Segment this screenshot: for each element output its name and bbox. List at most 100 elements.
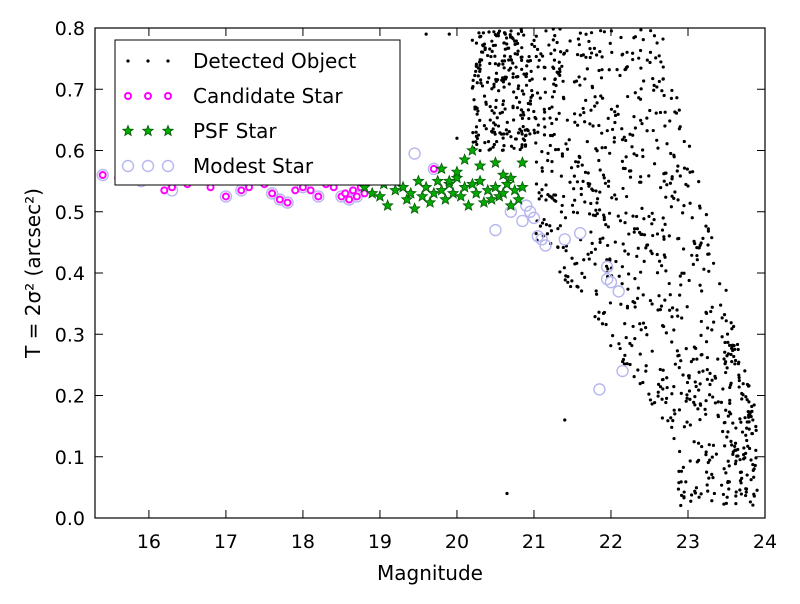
detected-object-point — [504, 128, 508, 132]
detected-object-point — [649, 249, 653, 253]
detected-object-point — [639, 328, 643, 332]
detected-object-point — [600, 55, 604, 59]
detected-object-point — [530, 93, 535, 98]
detected-object-point — [578, 31, 582, 35]
detected-object-point — [737, 385, 741, 389]
modest-star-point — [516, 214, 529, 228]
detected-object-point — [648, 108, 652, 113]
legend-marker-detected — [166, 59, 170, 63]
detected-object-point — [691, 262, 695, 267]
detected-object-point — [661, 37, 665, 41]
detected-object-point — [575, 52, 580, 57]
detected-object-point — [667, 281, 671, 286]
detected-object-point — [633, 305, 637, 309]
detected-object-point — [520, 145, 524, 149]
detected-object-point — [621, 357, 626, 362]
detected-object-point — [651, 76, 655, 81]
detected-object-point — [520, 132, 524, 136]
modest-star-point — [539, 239, 552, 252]
detected-object-point — [595, 292, 599, 296]
detected-object-point — [733, 462, 738, 466]
detected-object-point — [581, 53, 585, 57]
detected-object-point — [625, 304, 630, 308]
detected-object-point — [746, 444, 750, 448]
psf-star-point — [473, 159, 487, 172]
psf-star-point — [381, 199, 394, 211]
detected-object-point — [657, 54, 661, 58]
detected-object-point — [514, 39, 518, 43]
detected-object-point — [660, 89, 664, 93]
detected-object-point — [493, 32, 497, 37]
candidate-star-point — [341, 189, 350, 198]
detected-object-point — [507, 82, 511, 86]
detected-object-point — [744, 493, 748, 498]
detected-object-point — [580, 163, 584, 167]
detected-object-point — [628, 341, 632, 346]
detected-object-point — [713, 401, 717, 405]
detected-object-point — [589, 201, 593, 206]
detected-object-point — [754, 456, 758, 460]
detected-object-point — [698, 382, 702, 386]
detected-object-point — [669, 96, 673, 100]
detected-object-point — [495, 116, 499, 120]
detected-object-point — [502, 85, 506, 89]
detected-object-point — [474, 125, 479, 129]
legend-label-detected: Detected Object — [193, 49, 356, 73]
detected-object-point — [711, 443, 716, 447]
detected-object-point — [473, 73, 477, 78]
detected-object-point — [560, 152, 564, 156]
detected-object-point — [669, 205, 673, 209]
detected-object-point — [664, 400, 668, 405]
detected-object-point — [569, 166, 574, 170]
detected-object-point — [576, 37, 581, 41]
detected-object-point — [557, 111, 561, 115]
detected-object-point — [679, 469, 684, 473]
detected-object-point — [470, 38, 474, 42]
detected-object-point — [738, 458, 742, 462]
detected-object-point — [676, 487, 681, 491]
detected-object-point — [490, 87, 494, 91]
detected-object-point — [550, 134, 555, 138]
detected-object-point — [550, 121, 554, 126]
detected-object-point — [668, 181, 673, 185]
detected-object-point — [496, 31, 501, 35]
detected-object-point — [688, 423, 692, 427]
detected-object-point — [710, 472, 714, 476]
detected-object-point — [734, 490, 738, 494]
detected-object-point — [663, 110, 667, 114]
detected-object-point — [535, 47, 540, 52]
detected-object-point — [641, 321, 646, 325]
detected-object-point — [508, 54, 512, 59]
detected-object-point — [471, 78, 475, 82]
detected-object-point — [719, 303, 723, 307]
detected-object-point — [633, 277, 637, 281]
detected-object-point — [664, 269, 668, 273]
detected-object-point — [563, 278, 567, 282]
detected-object-point — [488, 147, 493, 151]
detected-object-point — [685, 167, 689, 171]
legend-marker-psf — [161, 124, 175, 137]
legend-label-psf: PSF Star — [193, 119, 277, 143]
detected-object-point — [721, 429, 725, 434]
detected-object-point — [660, 264, 664, 268]
detected-object-point — [662, 235, 666, 239]
detected-object-point — [745, 473, 749, 477]
detected-object-point — [708, 371, 712, 375]
detected-object-point — [747, 446, 752, 451]
modest-star-point — [573, 226, 587, 240]
detected-object-point — [685, 396, 689, 400]
detected-object-point — [655, 271, 660, 275]
detected-object-point — [652, 34, 657, 38]
detected-object-point — [645, 129, 649, 133]
detected-object-point — [710, 378, 714, 382]
detected-object-point — [647, 392, 651, 396]
detected-object-point — [502, 41, 506, 45]
detected-object-point — [542, 217, 546, 222]
detected-object-point — [474, 69, 478, 73]
candidate-star-point — [291, 186, 300, 195]
detected-object-point — [564, 142, 568, 146]
detected-object-point — [476, 74, 480, 78]
candidate-star-point — [98, 171, 107, 179]
detected-object-point — [652, 218, 656, 222]
detected-object-point — [639, 180, 643, 184]
